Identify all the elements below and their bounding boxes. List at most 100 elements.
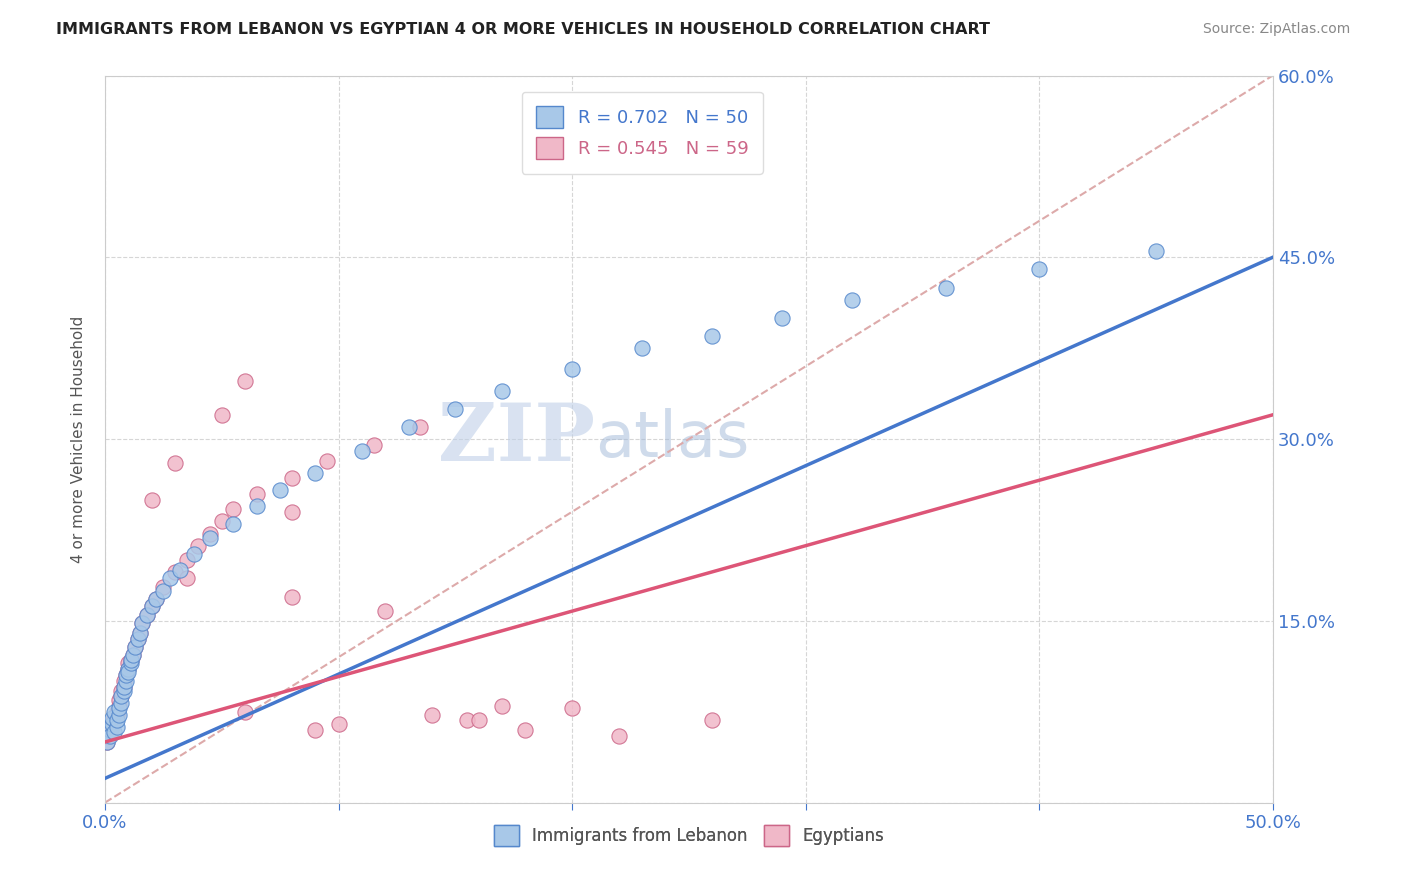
Point [96,735,118,749]
Text: Source: ZipAtlas.com: Source: ZipAtlas.com [1202,22,1350,37]
Point [841,293,863,307]
Point [607,729,630,743]
Point [105,713,128,727]
Point [233,705,256,719]
Point [222,516,245,531]
Point [127,632,149,646]
Point [101,716,124,731]
Point [136,607,159,622]
Point [1028,262,1050,277]
Point [770,310,793,325]
Point [1144,244,1167,259]
Point [165,566,187,580]
Point [141,599,163,614]
Text: IMMIGRANTS FROM LEBANON VS EGYPTIAN 4 OR MORE VEHICLES IN HOUSEHOLD CORRELATION : IMMIGRANTS FROM LEBANON VS EGYPTIAN 4 OR… [56,22,990,37]
Point [456,713,478,727]
Point [269,483,291,497]
Point [98,725,121,739]
Point [165,456,187,470]
Point [122,648,145,662]
Point [108,701,131,715]
Point [211,515,233,529]
Point [141,599,163,614]
Point [120,652,142,666]
Point [117,662,139,676]
Point [117,665,139,679]
Point [96,729,118,743]
Point [112,684,135,698]
Point [398,420,420,434]
Point [103,725,125,739]
Point [115,674,138,689]
Point [281,590,304,604]
Point [98,723,121,737]
Point [702,329,724,343]
Point [129,626,152,640]
Point [315,454,337,468]
Point [631,341,654,355]
Point [491,698,513,713]
Point [117,662,139,676]
Point [127,632,149,646]
Point [350,444,373,458]
Point [110,696,132,710]
Point [117,657,139,671]
Point [129,626,152,640]
Point [110,684,132,698]
Point [374,604,396,618]
Point [211,408,233,422]
Point [124,640,146,655]
Point [101,711,124,725]
Point [105,721,128,735]
Point [103,713,125,727]
Point [702,713,724,727]
Point [363,438,385,452]
Point [108,692,131,706]
Point [198,532,221,546]
Point [304,723,326,737]
Point [115,668,138,682]
Point [101,716,124,731]
Point [515,723,537,737]
Point [198,526,221,541]
Point [101,721,124,735]
Point [108,698,131,713]
Point [98,729,121,743]
Point [409,420,432,434]
Text: ZIP: ZIP [439,400,596,478]
Point [233,374,256,388]
Point [112,674,135,689]
Point [122,648,145,662]
Point [935,280,957,294]
Point [110,689,132,703]
Point [145,592,167,607]
Point [222,502,245,516]
Point [176,571,198,585]
Point [112,681,135,695]
Point [187,539,209,553]
Point [115,668,138,682]
Point [103,711,125,725]
Point [561,701,583,715]
Point [281,471,304,485]
Point [120,657,142,671]
Point [444,401,467,416]
Point [112,681,135,695]
Text: atlas: atlas [596,408,749,470]
Point [152,580,174,594]
Point [246,486,269,500]
Point [176,553,198,567]
Point [110,689,132,703]
Point [152,583,174,598]
Point [183,547,205,561]
Point [98,723,121,737]
Point [120,652,142,666]
Point [561,361,583,376]
Point [491,384,513,398]
Point [131,616,153,631]
Point [304,466,326,480]
Point [467,713,489,727]
Point [131,616,153,631]
Point [96,735,118,749]
Point [108,708,131,723]
